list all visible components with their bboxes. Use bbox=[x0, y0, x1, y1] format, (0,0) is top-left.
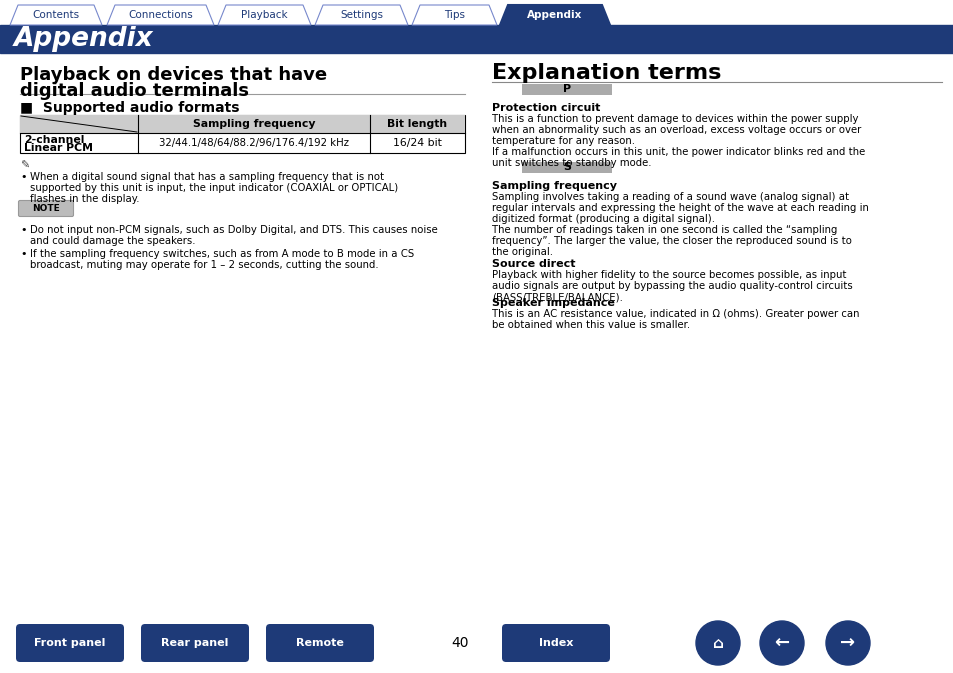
Bar bbox=[0, 25, 953, 53]
Text: Index: Index bbox=[538, 638, 573, 648]
Text: ✎: ✎ bbox=[20, 161, 30, 171]
FancyBboxPatch shape bbox=[18, 201, 73, 217]
Text: Appendix: Appendix bbox=[527, 10, 582, 20]
Text: Tips: Tips bbox=[443, 10, 464, 20]
Text: temperature for any reason.: temperature for any reason. bbox=[492, 136, 635, 146]
Polygon shape bbox=[107, 5, 213, 25]
Polygon shape bbox=[314, 5, 408, 25]
Text: •: • bbox=[20, 249, 27, 259]
Text: (BASS/TREBLE/BALANCE).: (BASS/TREBLE/BALANCE). bbox=[492, 292, 622, 302]
Text: Contents: Contents bbox=[32, 10, 79, 20]
Circle shape bbox=[760, 621, 803, 665]
Text: This is a function to prevent damage to devices within the power supply: This is a function to prevent damage to … bbox=[492, 114, 858, 124]
Circle shape bbox=[825, 621, 869, 665]
Polygon shape bbox=[412, 5, 497, 25]
Text: regular intervals and expressing the height of the wave at each reading in: regular intervals and expressing the hei… bbox=[492, 203, 868, 213]
Text: Sampling frequency: Sampling frequency bbox=[492, 181, 617, 191]
Text: Settings: Settings bbox=[339, 10, 382, 20]
Text: ←: ← bbox=[774, 634, 789, 652]
Text: •: • bbox=[20, 225, 27, 235]
Bar bbox=[20, 115, 464, 153]
Text: NOTE: NOTE bbox=[32, 204, 60, 213]
Circle shape bbox=[696, 621, 740, 665]
FancyBboxPatch shape bbox=[266, 624, 374, 662]
Text: When a digital sound signal that has a sampling frequency that is not: When a digital sound signal that has a s… bbox=[30, 172, 384, 182]
Text: If the sampling frequency switches, such as from A mode to B mode in a CS: If the sampling frequency switches, such… bbox=[30, 249, 414, 259]
Bar bbox=[521, 84, 612, 95]
Text: 40: 40 bbox=[451, 636, 468, 650]
Text: Connections: Connections bbox=[128, 10, 193, 20]
Text: frequency”. The larger the value, the closer the reproduced sound is to: frequency”. The larger the value, the cl… bbox=[492, 236, 851, 246]
Text: unit switches to standby mode.: unit switches to standby mode. bbox=[492, 158, 651, 168]
FancyBboxPatch shape bbox=[16, 624, 124, 662]
Text: Front panel: Front panel bbox=[34, 638, 106, 648]
Text: digitized format (producing a digital signal).: digitized format (producing a digital si… bbox=[492, 214, 714, 224]
Text: ⌂: ⌂ bbox=[712, 635, 722, 651]
Text: Speaker impedance: Speaker impedance bbox=[492, 298, 615, 308]
Text: 2-channel: 2-channel bbox=[24, 135, 84, 145]
Text: Appendix: Appendix bbox=[14, 26, 153, 52]
Text: ■  Supported audio formats: ■ Supported audio formats bbox=[20, 101, 239, 115]
Bar bbox=[521, 162, 612, 173]
Text: Source direct: Source direct bbox=[492, 259, 575, 269]
Text: Protection circuit: Protection circuit bbox=[492, 103, 599, 113]
Text: P: P bbox=[562, 85, 571, 94]
Polygon shape bbox=[218, 5, 311, 25]
Text: Linear PCM: Linear PCM bbox=[24, 143, 92, 153]
Text: Playback with higher fidelity to the source becomes possible, as input: Playback with higher fidelity to the sou… bbox=[492, 270, 845, 280]
Text: 32/44.1/48/64/88.2/96/176.4/192 kHz: 32/44.1/48/64/88.2/96/176.4/192 kHz bbox=[159, 138, 349, 148]
Text: Remote: Remote bbox=[295, 638, 344, 648]
Text: Do not input non-PCM signals, such as Dolby Digital, and DTS. This causes noise: Do not input non-PCM signals, such as Do… bbox=[30, 225, 437, 235]
Text: Bit length: Bit length bbox=[387, 119, 447, 129]
Text: audio signals are output by bypassing the audio quality-control circuits: audio signals are output by bypassing th… bbox=[492, 281, 852, 291]
Text: digital audio terminals: digital audio terminals bbox=[20, 82, 249, 100]
Text: Sampling frequency: Sampling frequency bbox=[193, 119, 314, 129]
Text: 16/24 bit: 16/24 bit bbox=[393, 138, 441, 148]
Text: The number of readings taken in one second is called the “sampling: The number of readings taken in one seco… bbox=[492, 225, 837, 235]
Text: →: → bbox=[840, 634, 855, 652]
Text: and could damage the speakers.: and could damage the speakers. bbox=[30, 236, 195, 246]
Text: If a malfunction occurs in this unit, the power indicator blinks red and the: If a malfunction occurs in this unit, th… bbox=[492, 147, 864, 157]
Polygon shape bbox=[499, 5, 609, 25]
Text: S: S bbox=[562, 162, 571, 172]
Text: when an abnormality such as an overload, excess voltage occurs or over: when an abnormality such as an overload,… bbox=[492, 125, 861, 135]
Text: •: • bbox=[20, 172, 27, 182]
Text: supported by this unit is input, the input indicator (COAXIAL or OPTICAL): supported by this unit is input, the inp… bbox=[30, 183, 397, 193]
Text: Rear panel: Rear panel bbox=[161, 638, 229, 648]
Text: the original.: the original. bbox=[492, 247, 553, 257]
Text: broadcast, muting may operate for 1 – 2 seconds, cutting the sound.: broadcast, muting may operate for 1 – 2 … bbox=[30, 260, 378, 270]
Text: Explanation terms: Explanation terms bbox=[492, 63, 720, 83]
Text: flashes in the display.: flashes in the display. bbox=[30, 194, 139, 204]
Text: Sampling involves taking a reading of a sound wave (analog signal) at: Sampling involves taking a reading of a … bbox=[492, 192, 848, 202]
Text: This is an AC resistance value, indicated in Ω (ohms). Greater power can: This is an AC resistance value, indicate… bbox=[492, 309, 859, 319]
Polygon shape bbox=[10, 5, 102, 25]
Text: Playback on devices that have: Playback on devices that have bbox=[20, 66, 327, 84]
Bar bbox=[20, 115, 464, 133]
FancyBboxPatch shape bbox=[141, 624, 249, 662]
FancyBboxPatch shape bbox=[501, 624, 609, 662]
Text: Playback: Playback bbox=[241, 10, 288, 20]
Text: be obtained when this value is smaller.: be obtained when this value is smaller. bbox=[492, 320, 689, 330]
